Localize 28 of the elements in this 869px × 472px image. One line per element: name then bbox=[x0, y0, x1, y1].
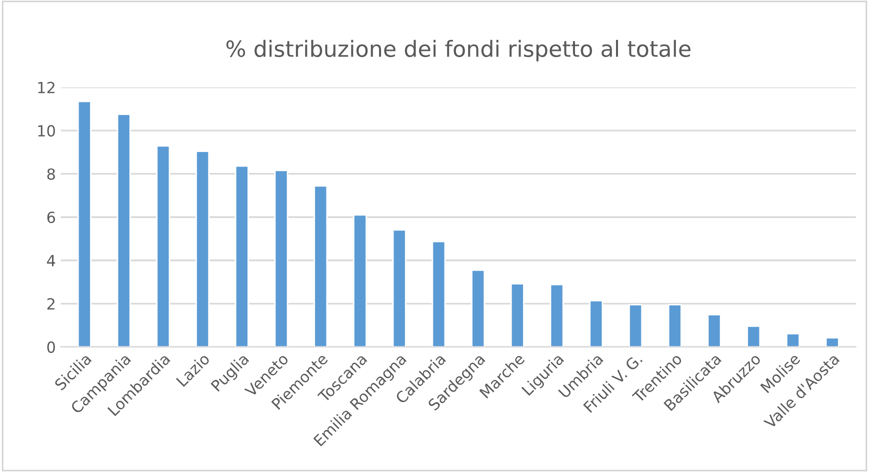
y-tick-label: 0 bbox=[47, 341, 55, 353]
bar bbox=[668, 304, 682, 347]
bar bbox=[156, 145, 170, 347]
bar bbox=[510, 283, 524, 347]
bar bbox=[471, 269, 486, 347]
bar bbox=[352, 214, 367, 347]
chart-title: % distribuzione dei fondi rispetto al totale bbox=[226, 40, 690, 62]
bar bbox=[196, 150, 210, 347]
bar bbox=[392, 229, 406, 347]
bar bbox=[314, 185, 328, 347]
bar bbox=[746, 325, 761, 347]
y-tick-label: 4 bbox=[46, 255, 56, 266]
bar bbox=[77, 100, 92, 347]
bar bbox=[628, 304, 643, 347]
y-tick-label: 6 bbox=[47, 212, 56, 224]
bar bbox=[550, 284, 564, 347]
bar bbox=[432, 240, 446, 347]
bar bbox=[234, 165, 249, 347]
y-tick-label: 8 bbox=[47, 168, 55, 180]
bar bbox=[786, 333, 800, 347]
y-tick-label: 12 bbox=[38, 82, 54, 94]
bar bbox=[116, 114, 131, 347]
y-tick-label: 2 bbox=[47, 298, 54, 310]
bar bbox=[825, 337, 840, 347]
bar bbox=[707, 314, 722, 347]
y-tick-label: 10 bbox=[38, 125, 55, 137]
bar bbox=[589, 300, 604, 347]
bar bbox=[274, 170, 288, 347]
